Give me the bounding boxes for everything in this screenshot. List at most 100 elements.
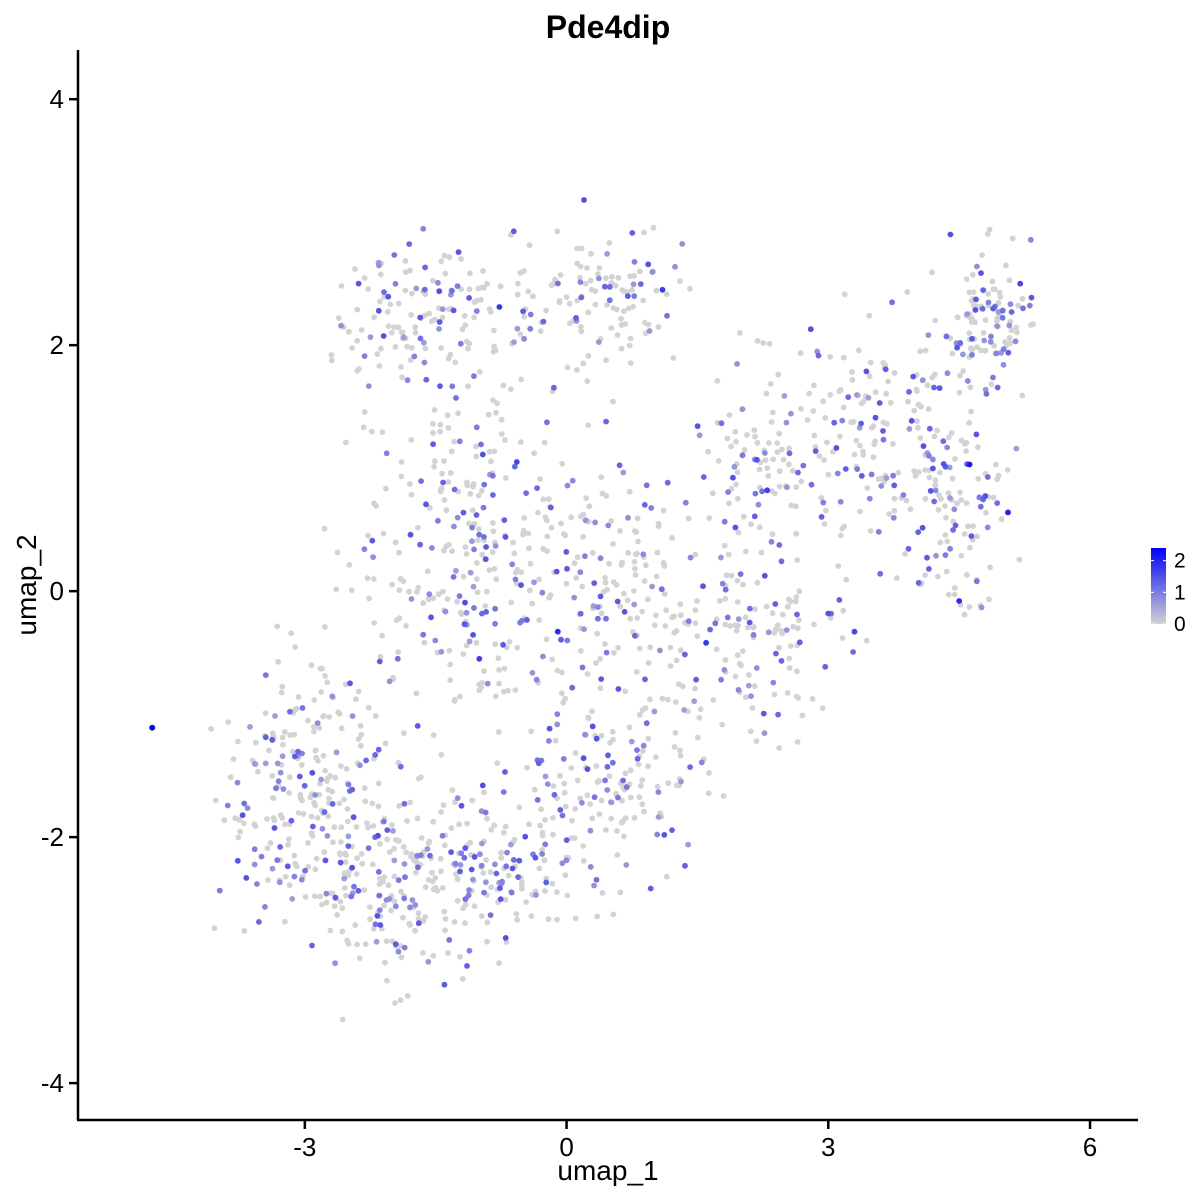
data-point — [540, 653, 546, 660]
data-point — [398, 459, 405, 465]
data-point — [623, 862, 630, 868]
data-point — [924, 382, 931, 389]
data-point — [629, 230, 636, 236]
data-point — [658, 586, 665, 593]
data-point — [461, 621, 468, 628]
data-point — [481, 481, 488, 488]
data-point — [1002, 338, 1008, 345]
data-point — [432, 637, 439, 644]
data-point — [426, 505, 433, 511]
data-point — [672, 699, 679, 705]
data-point — [522, 833, 529, 840]
data-point — [700, 583, 706, 590]
data-point — [875, 528, 882, 535]
data-point — [724, 614, 731, 621]
data-point — [483, 879, 489, 886]
data-point — [758, 549, 765, 556]
data-point — [602, 777, 608, 784]
data-point — [483, 588, 490, 595]
data-point — [677, 747, 683, 754]
data-point — [754, 439, 761, 446]
data-point — [696, 432, 703, 439]
data-point — [568, 514, 574, 521]
data-point — [318, 776, 324, 783]
data-point — [429, 869, 435, 876]
data-point — [732, 673, 739, 680]
data-point — [597, 593, 604, 600]
data-point — [509, 865, 516, 872]
data-point — [842, 466, 849, 472]
data-point — [383, 938, 390, 945]
data-point — [584, 792, 591, 799]
data-point — [241, 928, 248, 934]
data-point — [822, 663, 829, 670]
data-point — [406, 920, 413, 927]
data-point — [333, 586, 340, 593]
data-point — [906, 389, 912, 395]
data-point — [254, 881, 260, 887]
data-point — [958, 437, 965, 444]
data-point — [685, 618, 692, 625]
data-point — [883, 390, 890, 397]
data-point — [728, 572, 735, 579]
data-point — [439, 306, 446, 313]
data-point — [441, 497, 448, 503]
data-point — [414, 723, 421, 729]
data-point — [376, 363, 383, 369]
data-point — [963, 572, 970, 578]
data-point — [274, 760, 281, 767]
data-point — [354, 337, 361, 344]
data-point — [988, 333, 994, 340]
data-point — [603, 275, 609, 281]
data-point — [982, 317, 989, 323]
data-point — [488, 458, 494, 465]
data-point — [404, 818, 410, 824]
data-point — [277, 769, 284, 776]
data-point — [452, 359, 459, 366]
data-point — [654, 549, 661, 556]
data-point — [922, 467, 928, 473]
data-point — [593, 660, 599, 666]
data-point — [251, 846, 258, 853]
data-point — [574, 260, 581, 267]
data-point — [367, 904, 373, 910]
data-point — [625, 549, 632, 556]
data-point — [286, 790, 292, 796]
data-point — [786, 445, 792, 452]
data-point — [604, 251, 610, 257]
data-point — [382, 959, 388, 966]
data-point — [348, 893, 355, 900]
data-point — [591, 794, 598, 801]
data-point — [563, 580, 570, 587]
data-point — [577, 279, 584, 286]
data-point — [452, 860, 459, 867]
data-point — [539, 832, 546, 839]
data-point — [381, 874, 388, 881]
data-point — [438, 345, 444, 351]
data-point — [563, 549, 570, 555]
data-point — [460, 573, 467, 580]
data-point — [466, 295, 472, 301]
data-point — [619, 797, 625, 804]
data-point — [412, 329, 419, 336]
data-point — [849, 369, 855, 375]
data-point — [448, 448, 455, 455]
data-point — [538, 806, 544, 813]
data-point — [399, 329, 406, 336]
data-point — [342, 859, 349, 865]
data-point — [865, 394, 872, 401]
data-point — [438, 751, 445, 758]
data-point — [771, 691, 778, 698]
data-point — [326, 795, 332, 802]
data-point — [447, 677, 454, 683]
data-point — [401, 944, 408, 951]
data-point — [478, 862, 485, 869]
data-point — [1004, 467, 1011, 473]
data-point — [721, 542, 728, 549]
data-point — [748, 693, 754, 700]
data-point — [549, 880, 556, 887]
data-point — [528, 728, 534, 735]
data-point — [867, 528, 874, 534]
data-point — [804, 417, 811, 423]
data-point — [310, 823, 316, 830]
